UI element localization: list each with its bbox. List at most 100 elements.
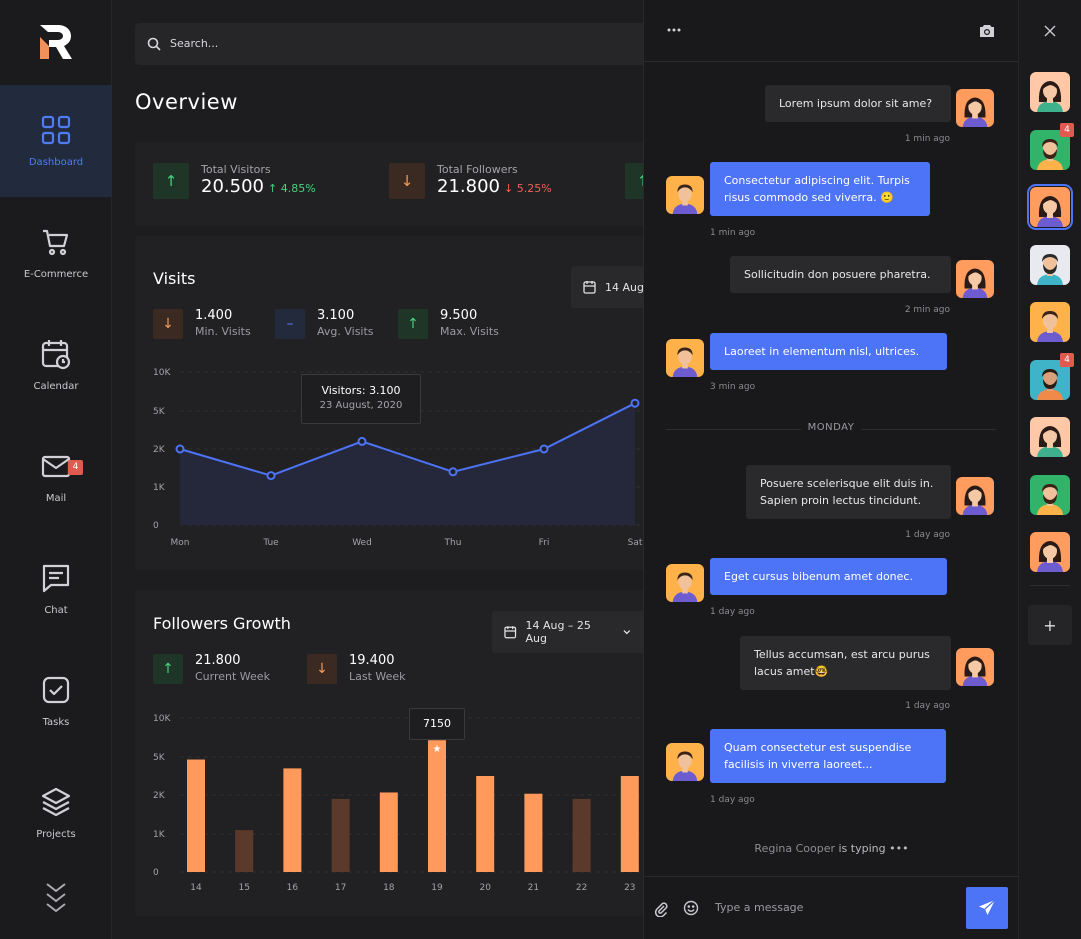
plus-icon: + — [1043, 615, 1057, 635]
message-bubble[interactable]: Lorem ipsum dolor sit ame? — [765, 85, 951, 122]
search-input[interactable]: Search... — [135, 23, 643, 65]
x-tick-label: Sat — [628, 538, 643, 548]
sidebar-item-label: Dashboard — [28, 157, 84, 168]
message-time: 1 day ago — [905, 530, 950, 540]
message-bubble[interactable]: Posuere scelerisque elit duis in. Sapien… — [746, 465, 951, 519]
arrow-up-icon: ↑ — [153, 654, 183, 684]
y-tick-label: 1K — [153, 830, 166, 840]
logo-icon[interactable] — [38, 25, 74, 59]
avatar[interactable] — [956, 648, 994, 686]
day-separator-label: MONDAY — [807, 422, 855, 433]
avatar[interactable] — [956, 259, 994, 298]
day-separator: MONDAY — [666, 422, 996, 436]
avatar-image — [1030, 417, 1070, 457]
avatar-image — [956, 477, 994, 515]
visits-line-chart: 10K 5K 2K 1K 0 Mon Tue Wed Thu Fri Sat — [153, 368, 643, 548]
arrow-down-icon: ↓ — [389, 163, 425, 199]
message-bubble[interactable]: Tellus accumsan, est arcu purus lacus am… — [740, 636, 951, 690]
bar[interactable] — [620, 776, 639, 872]
sidebar-item-calendar[interactable]: Calendar — [0, 309, 112, 421]
avatar[interactable] — [956, 88, 994, 127]
message-bubble[interactable]: Quam consectetur est suspendise facilisi… — [710, 729, 946, 783]
sidebar-item-dashboard[interactable]: Dashboard — [0, 85, 112, 197]
data-point[interactable] — [175, 444, 185, 454]
message-bubble[interactable]: Sollicitudin don posuere pharetra. — [730, 256, 951, 293]
summary-value: 1.400 — [195, 308, 233, 323]
sidebar-item-tasks[interactable]: Tasks — [0, 645, 112, 757]
message-bubble[interactable]: Eget cursus bibenum amet donec. — [710, 558, 947, 595]
bar[interactable] — [428, 740, 446, 872]
visits-date-picker[interactable]: 14 Aug — [571, 266, 643, 308]
sidebar-item-mail[interactable]: Mail 4 — [0, 421, 112, 533]
followers-card: Followers Growth 14 Aug – 25 Aug ↑ 21.80… — [135, 590, 643, 916]
overview-stats-card: ↑ Total Visitors 20.500 ↑ 4.85% ↓ Total F… — [135, 142, 643, 226]
x-tick-label: 17 — [335, 883, 346, 893]
stat-value: 21.800 — [437, 176, 500, 197]
sidebar-item-label: Calendar — [33, 381, 79, 392]
contact-avatar[interactable] — [1030, 244, 1070, 285]
avatar[interactable] — [666, 338, 704, 377]
contact-avatar[interactable] — [1030, 129, 1070, 170]
sidebar-item-label: E-Commerce — [23, 269, 89, 280]
contact-avatar[interactable] — [1030, 417, 1070, 457]
data-point[interactable] — [357, 436, 367, 446]
message-input[interactable]: Type a message — [715, 901, 804, 914]
bar[interactable] — [235, 830, 254, 872]
typing-indicator: Regina Cooper is typing ••• — [644, 842, 1019, 855]
bar[interactable] — [379, 792, 398, 872]
paperclip-icon[interactable] — [654, 901, 668, 917]
avatar[interactable] — [666, 176, 704, 214]
calendar-icon — [583, 281, 596, 294]
close-icon[interactable] — [1044, 25, 1056, 37]
avatar[interactable] — [666, 743, 704, 781]
contact-avatar[interactable] — [1030, 532, 1070, 572]
followers-date-picker[interactable]: 14 Aug – 25 Aug — [492, 611, 643, 653]
x-tick-label: 19 — [431, 883, 443, 893]
summary-value: 21.800 — [195, 653, 241, 668]
bar[interactable] — [283, 768, 302, 872]
message-composer: Type a message — [644, 876, 1019, 939]
series-line — [179, 402, 636, 477]
x-tick-label: 20 — [479, 883, 491, 893]
chevrons-down-icon[interactable] — [45, 882, 67, 916]
contact-avatar[interactable] — [1030, 302, 1070, 342]
bar[interactable] — [572, 798, 591, 872]
chevron-down-icon — [623, 630, 631, 635]
send-button[interactable] — [966, 887, 1008, 929]
chart-tooltip: Visitors: 3.100 23 August, 2020 — [301, 374, 421, 424]
visits-date: 14 Aug — [605, 280, 643, 294]
bar[interactable] — [524, 793, 543, 872]
tooltip-title: Visitors: 3.100 — [321, 384, 401, 397]
sidebar-item-ecommerce[interactable]: E-Commerce — [0, 197, 112, 309]
add-contact-button[interactable]: + — [1028, 605, 1072, 645]
typing-name: Regina Cooper — [754, 842, 835, 855]
y-tick-label: 0 — [153, 521, 159, 531]
avatar-image — [956, 648, 994, 686]
sidebar-item-projects[interactable]: Projects — [0, 757, 112, 869]
contact-avatar[interactable] — [1030, 72, 1070, 112]
contact-avatar[interactable] — [1027, 184, 1073, 230]
data-point[interactable] — [448, 467, 458, 477]
summary-value: 19.400 — [349, 653, 395, 668]
x-tick-label: 14 — [190, 883, 202, 893]
data-point[interactable] — [266, 471, 276, 481]
message-bubble[interactable]: Consectetur adipiscing elit. Turpis risu… — [710, 162, 930, 216]
message-bubble[interactable]: Laoreet in elementum nisl, ultrices. — [710, 333, 947, 370]
camera-icon[interactable] — [979, 24, 995, 38]
sidebar-item-chat[interactable]: Chat — [0, 533, 112, 645]
emoji-icon[interactable] — [683, 900, 699, 916]
visits-min: ↓ 1.400 Min. Visits — [153, 308, 251, 340]
avatar[interactable] — [666, 563, 704, 602]
stat-delta: ↓ 5.25% — [503, 182, 552, 195]
bar[interactable] — [476, 776, 495, 872]
visits-avg: – 3.100 Avg. Visits — [275, 308, 374, 340]
more-options-icon[interactable] — [666, 27, 682, 33]
data-point[interactable] — [539, 444, 549, 454]
avatar[interactable] — [956, 477, 994, 515]
data-point[interactable] — [630, 398, 640, 408]
x-tick-label: Fri — [539, 538, 550, 548]
bar[interactable] — [331, 798, 350, 872]
arrow-up-icon: ↑ — [625, 163, 643, 199]
bar[interactable] — [187, 759, 205, 872]
contact-avatar[interactable] — [1030, 474, 1070, 515]
